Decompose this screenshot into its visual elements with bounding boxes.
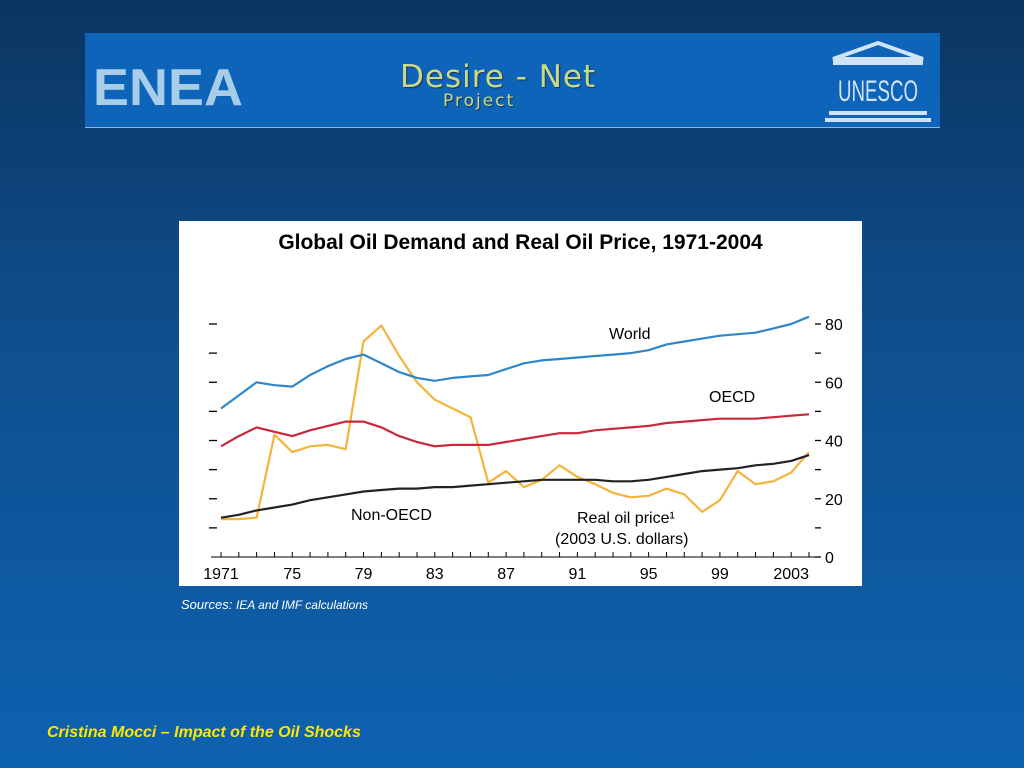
series-line-nonoecd [220, 454, 810, 519]
sources-note: Sources: IEA and IMF calculations [181, 597, 368, 612]
sources-label: Sources: [181, 597, 233, 612]
y-tick-label: 40 [825, 434, 843, 451]
x-tick-label: 87 [497, 566, 515, 583]
banner-subtitle: Project [443, 91, 516, 111]
y-tick-label: 0 [825, 550, 834, 567]
x-tick-label: 2003 [773, 566, 809, 583]
enea-logo: ENEA [93, 61, 243, 111]
series-line-world [220, 315, 810, 410]
y-tick-label: 80 [825, 317, 843, 334]
label-non-oecd: Non-OECD [351, 507, 432, 524]
svg-text:ENEA: ENEA [93, 61, 243, 111]
sources-text: IEA and IMF calculations [235, 598, 369, 612]
chart-title: Global Oil Demand and Real Oil Price, 19… [278, 231, 763, 254]
banner-title: Desire - Net [400, 59, 597, 95]
x-tick-label: 83 [426, 566, 444, 583]
svg-text:UNESCO: UNESCO [838, 75, 918, 108]
header-banner: ENEA Desire - Net Project UNESCO [85, 33, 940, 128]
series-line-real [221, 324, 810, 521]
oil-chart: 1971 75 79 83 87 91 95 99 2003 0 20 40 60 80 World OECD… [203, 315, 843, 583]
x-tick-label: 75 [283, 566, 301, 583]
footer-credit: Cristina Mocci – Impact of the Oil Shock… [47, 724, 361, 741]
y-tick-label: 60 [825, 375, 843, 392]
label-oecd: OECD [709, 389, 755, 406]
chart-panel: Global Oil Demand and Real Oil Price, 19… [179, 221, 862, 586]
x-tick-label: 91 [568, 566, 586, 583]
x-tick-label: 1971 [203, 566, 239, 583]
label-oil-price-units: (2003 U.S. dollars) [555, 531, 688, 548]
x-tick-label: 79 [355, 566, 373, 583]
y-tick-label: 20 [825, 492, 843, 509]
label-world: World [609, 326, 651, 343]
label-real-oil-price: Real oil price¹ [577, 510, 675, 527]
x-tick-label: 99 [711, 566, 729, 583]
series-line-oecd [220, 413, 810, 448]
unesco-logo: UNESCO [825, 40, 931, 122]
x-tick-label: 95 [640, 566, 658, 583]
